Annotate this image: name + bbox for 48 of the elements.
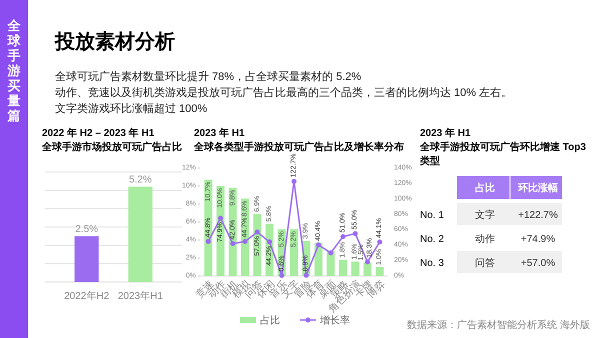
point — [377, 239, 382, 244]
text: No. 1 — [420, 210, 444, 221]
point — [340, 234, 346, 240]
text: 2023 年 H1 — [420, 127, 472, 139]
bar — [364, 262, 372, 276]
point — [218, 216, 224, 221]
text: 全球可玩广告素材数量环比提升 78%，占全球买量素材的 5.2% — [55, 70, 362, 83]
legend-label: 增长率 — [319, 314, 350, 326]
x-tick-label: 2023年H1 — [118, 290, 164, 302]
text: 投放素材分析 — [54, 30, 175, 53]
text: 动作 — [475, 234, 495, 245]
text: +57.0% — [520, 258, 556, 269]
text: +122.7% — [518, 210, 558, 221]
chart-title: 2022 年 H2 – 2023 年 H1 — [42, 127, 155, 139]
point — [316, 242, 321, 248]
point — [292, 178, 296, 184]
legend-label: 占比 — [260, 314, 280, 326]
text: 动作、竞速以及街机类游戏是投放可玩广告占比最高的三个品类，三者的比例均达 10% 左右。 — [55, 86, 512, 99]
point — [352, 231, 358, 236]
point — [230, 241, 236, 246]
x-tick-label: 2022年H2 — [64, 290, 110, 302]
point — [267, 239, 272, 244]
text: No. 2 — [420, 234, 444, 245]
text: +74.9% — [520, 234, 556, 245]
bar — [351, 262, 360, 276]
point — [206, 238, 211, 244]
text: 全球手游买量篇 — [6, 18, 22, 123]
text: No. 3 — [420, 258, 444, 269]
text: 文字类游戏环比涨幅超过 100% — [55, 102, 208, 115]
text: 环比涨幅 — [517, 182, 558, 194]
chart-subtitle: 全球各类型手游投放可玩广告占比及增长率分布 — [193, 141, 404, 153]
text: 文字 — [475, 209, 495, 221]
text: 问答 — [475, 257, 495, 269]
point — [328, 250, 334, 256]
point — [279, 273, 284, 278]
bar — [339, 260, 347, 276]
point — [254, 230, 260, 235]
source-note: 数据来源：广告素材智能分析系统 海外版 — [407, 319, 590, 331]
point — [304, 272, 309, 278]
data-label: 5.2% — [128, 174, 152, 186]
text: 全球手游投放可玩广告环比增速 Top3 类型 — [419, 141, 589, 167]
bar — [376, 267, 384, 276]
chart-subtitle: 全球手游市场投放可玩广告占比 — [41, 141, 182, 153]
text: 占比 — [475, 182, 495, 194]
point — [242, 239, 248, 244]
data-label: 2.5% — [75, 224, 98, 236]
point — [364, 259, 370, 264]
chart-title: 2023 年 H1 — [194, 127, 246, 139]
